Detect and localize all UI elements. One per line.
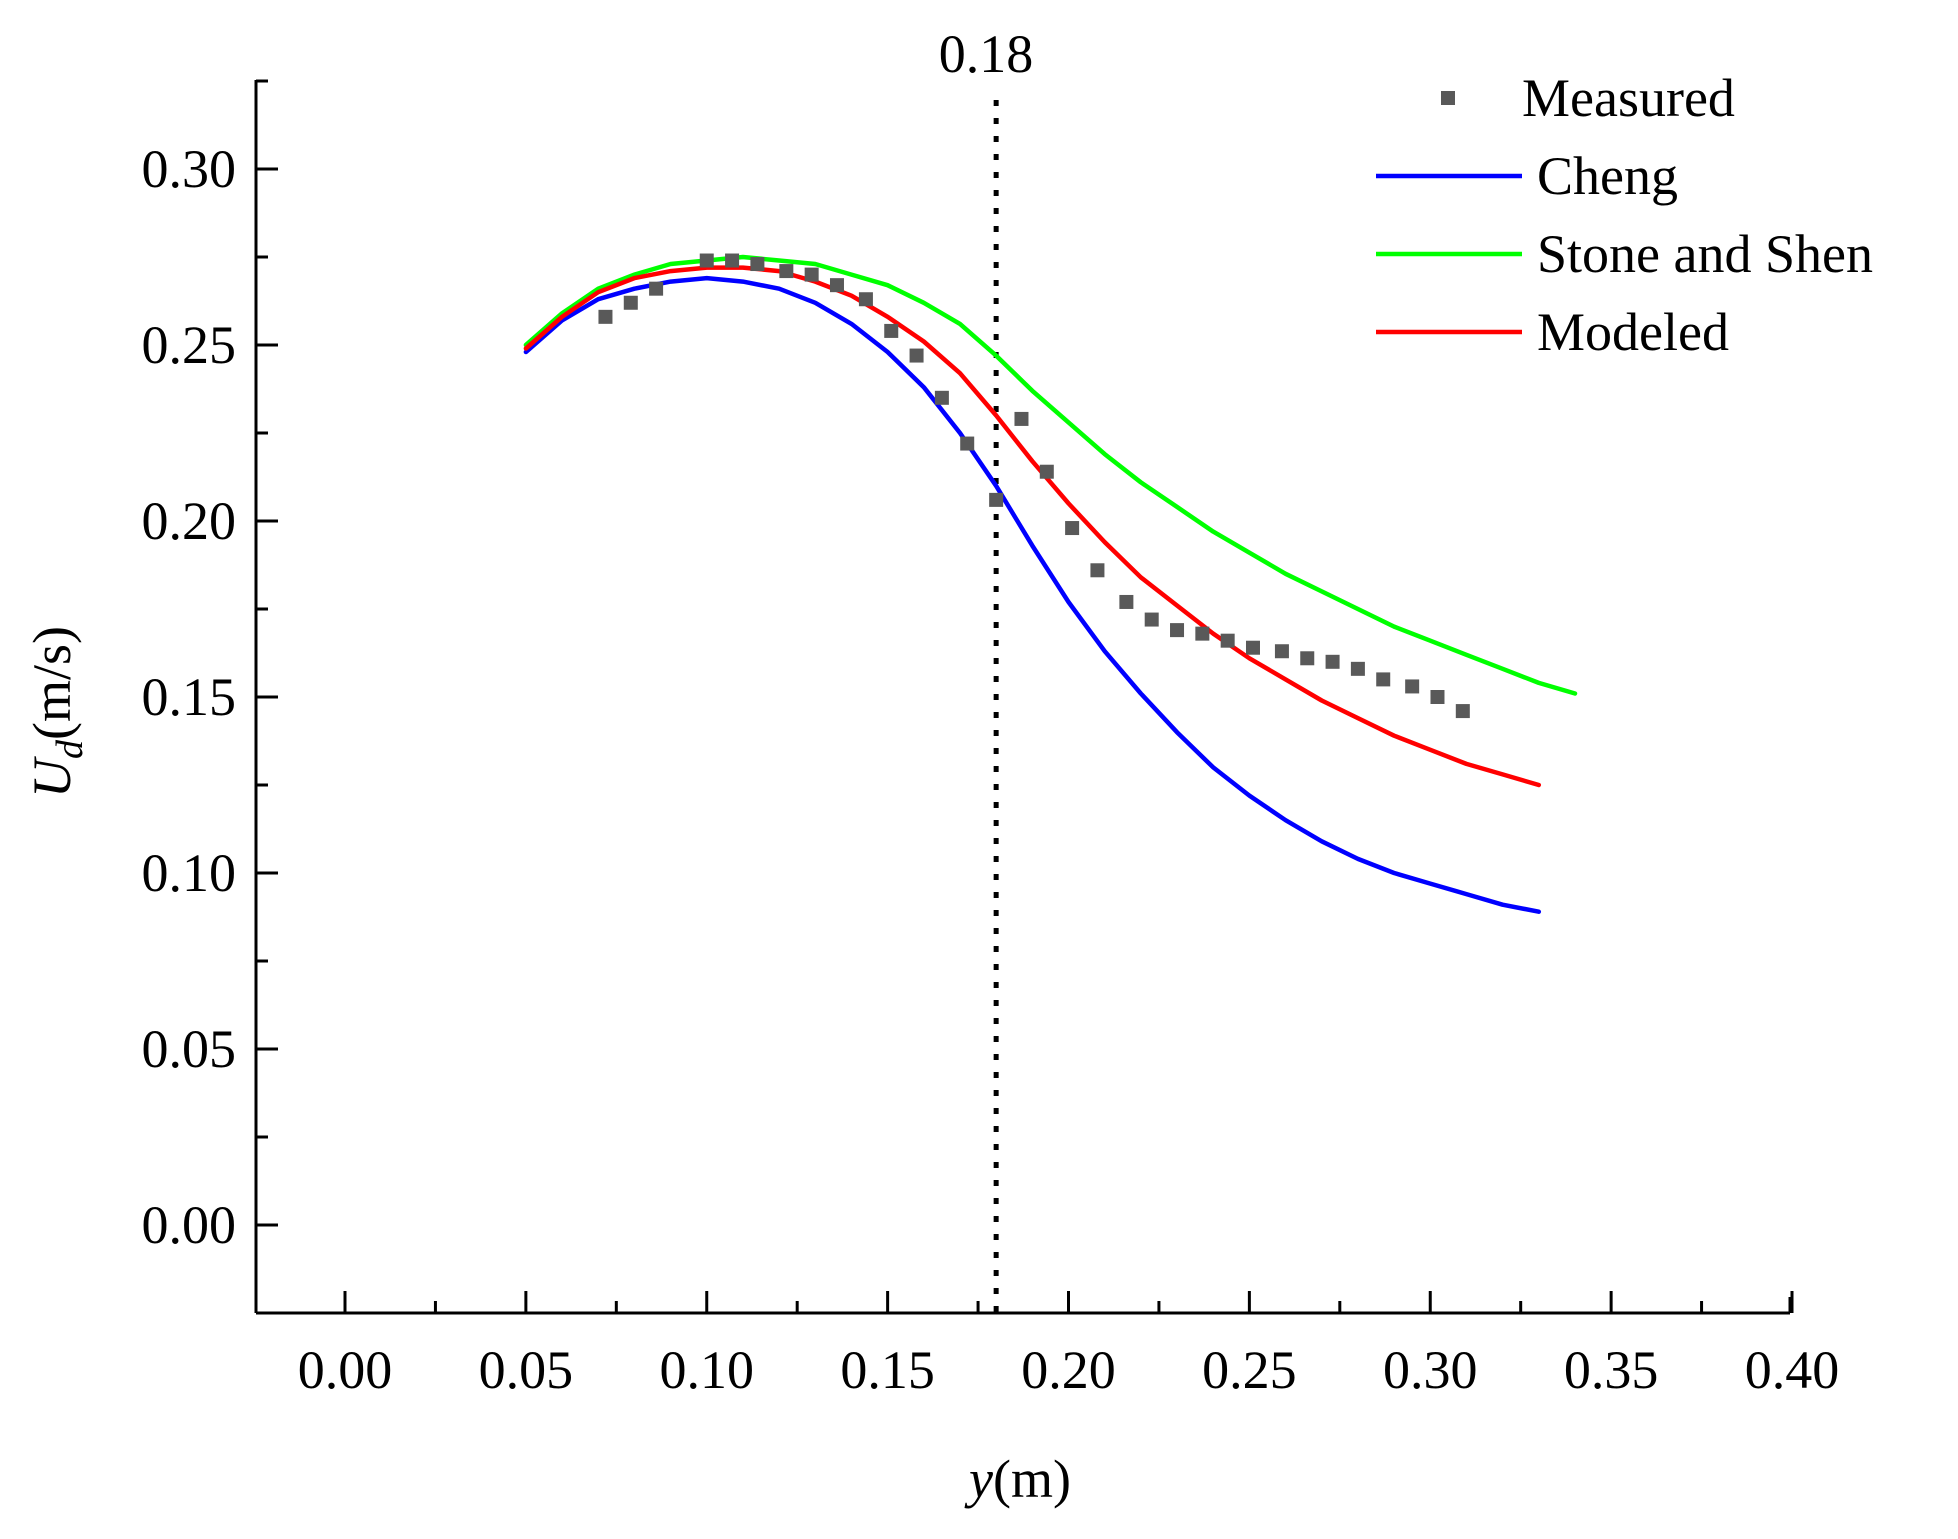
data-point-measured	[1039, 464, 1054, 479]
legend-label-measured: Measured	[1522, 68, 1735, 128]
data-point-measured	[1274, 644, 1289, 659]
y-tick-label: 0.10	[142, 843, 237, 903]
ticks: 0.00 0.05 0.10 0.15 0.20 0.25 0.30 0.35 0.40 0.00…	[142, 79, 1840, 1400]
data-point-measured	[909, 348, 924, 363]
vline-label: 0.18	[939, 24, 1034, 84]
legend: Measured Cheng Stone and Shen Modeled	[1376, 68, 1873, 362]
data-point-measured	[598, 309, 613, 324]
data-point-measured	[934, 390, 949, 405]
x-tick-label: 0.00	[298, 1340, 393, 1400]
y-axis-title: Ud(m/s)	[22, 626, 91, 798]
data-point-measured	[649, 281, 664, 296]
x-tick-label: 0.25	[1202, 1340, 1297, 1400]
x-tick-label: 0.40	[1745, 1340, 1840, 1400]
series-line-modeled	[523, 265, 1542, 788]
data-point-measured	[1119, 594, 1134, 609]
data-point-measured	[858, 292, 873, 307]
data-point-measured	[1455, 704, 1470, 719]
data-point-measured	[623, 295, 638, 310]
x-tick-label: 0.35	[1564, 1340, 1659, 1400]
y-tick-label: 0.15	[142, 667, 237, 727]
data-point-measured	[960, 436, 975, 451]
y-tick-label: 0.20	[142, 491, 237, 551]
data-point-measured	[1090, 563, 1105, 578]
data-point-measured	[1195, 626, 1210, 641]
data-point-measured	[1144, 612, 1159, 627]
data-point-measured	[779, 264, 794, 279]
data-point-measured	[725, 253, 740, 268]
y-tick-label: 0.00	[142, 1195, 237, 1255]
data-point-measured	[750, 257, 765, 272]
y-tick-label: 0.05	[142, 1019, 237, 1079]
data-point-measured	[1300, 651, 1315, 666]
y-tick-label: 0.30	[142, 139, 237, 199]
x-tick-label: 0.05	[479, 1340, 574, 1400]
data-point-measured	[1350, 661, 1365, 676]
x-tick-label: 0.10	[660, 1340, 755, 1400]
data-point-measured	[1220, 633, 1235, 648]
x-axis-title: y(m)	[964, 1449, 1071, 1509]
series-line-cheng	[523, 275, 1542, 914]
data-point-measured	[884, 323, 899, 338]
y-tick-label: 0.25	[142, 315, 237, 375]
x-tick-label: 0.20	[1021, 1340, 1116, 1400]
legend-label-cheng: Cheng	[1537, 146, 1678, 206]
legend-marker-measured	[1441, 91, 1455, 105]
data-point-measured	[699, 253, 714, 268]
data-point-measured	[1405, 679, 1420, 694]
data-point-measured	[1325, 654, 1340, 669]
x-tick-label: 0.30	[1383, 1340, 1478, 1400]
data-point-measured	[804, 267, 819, 282]
x-tick-label: 0.15	[840, 1340, 935, 1400]
legend-label-stone-and-shen: Stone and Shen	[1537, 224, 1873, 284]
data-point-measured	[1376, 672, 1391, 687]
legend-label-modeled: Modeled	[1537, 302, 1729, 362]
plot-area	[523, 100, 1578, 1313]
data-point-measured	[1014, 411, 1029, 426]
data-point-measured	[989, 492, 1004, 507]
data-point-measured	[1245, 640, 1260, 655]
data-point-measured	[1065, 521, 1080, 536]
data-point-measured	[1430, 690, 1445, 704]
data-point-measured	[1170, 623, 1185, 638]
data-point-measured	[829, 278, 844, 293]
